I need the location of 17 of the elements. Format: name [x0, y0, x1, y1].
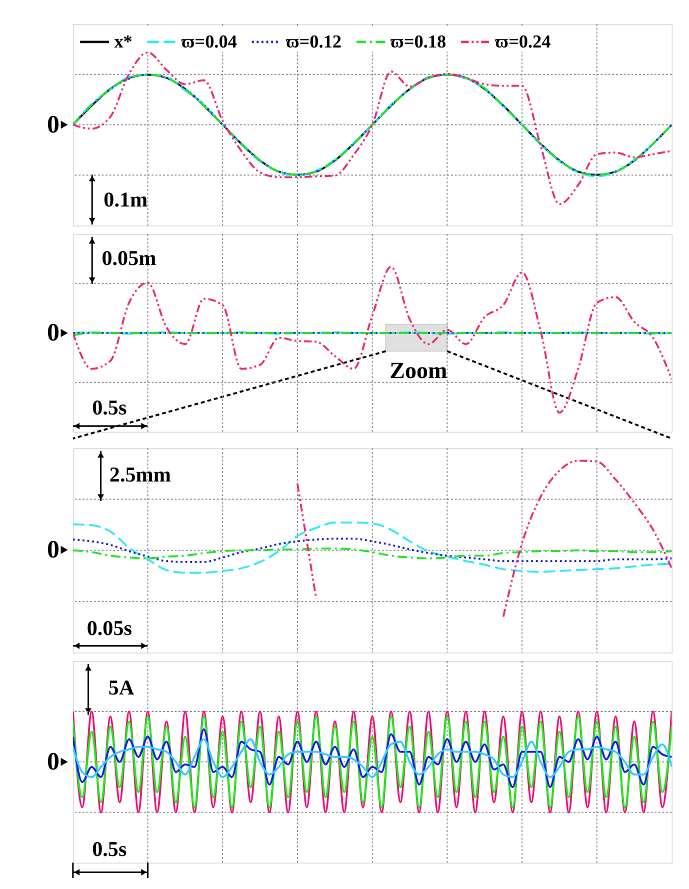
legend-label: ϖ=0.12 — [286, 32, 342, 52]
legend-label: x* — [114, 32, 132, 52]
text: 5A — [108, 676, 135, 700]
text: 0 — [47, 536, 60, 564]
text: 0 — [47, 748, 60, 776]
annotation: Zoom — [390, 357, 448, 384]
annotation: 0.5s — [92, 396, 127, 420]
legend-label: ϖ=0.18 — [390, 32, 446, 52]
legend-label: ϖ=0.04 — [181, 32, 237, 52]
text: 0 — [47, 320, 60, 347]
annotation: 0.05m — [102, 246, 157, 270]
text: 0 — [47, 111, 60, 138]
text: 0.5s — [92, 836, 127, 861]
annotation: 0.05s — [86, 616, 132, 640]
annotation: 0.1m — [104, 187, 148, 212]
legend-label: ϖ=0.24 — [495, 32, 551, 52]
annotation: 2.5mm — [109, 462, 172, 487]
